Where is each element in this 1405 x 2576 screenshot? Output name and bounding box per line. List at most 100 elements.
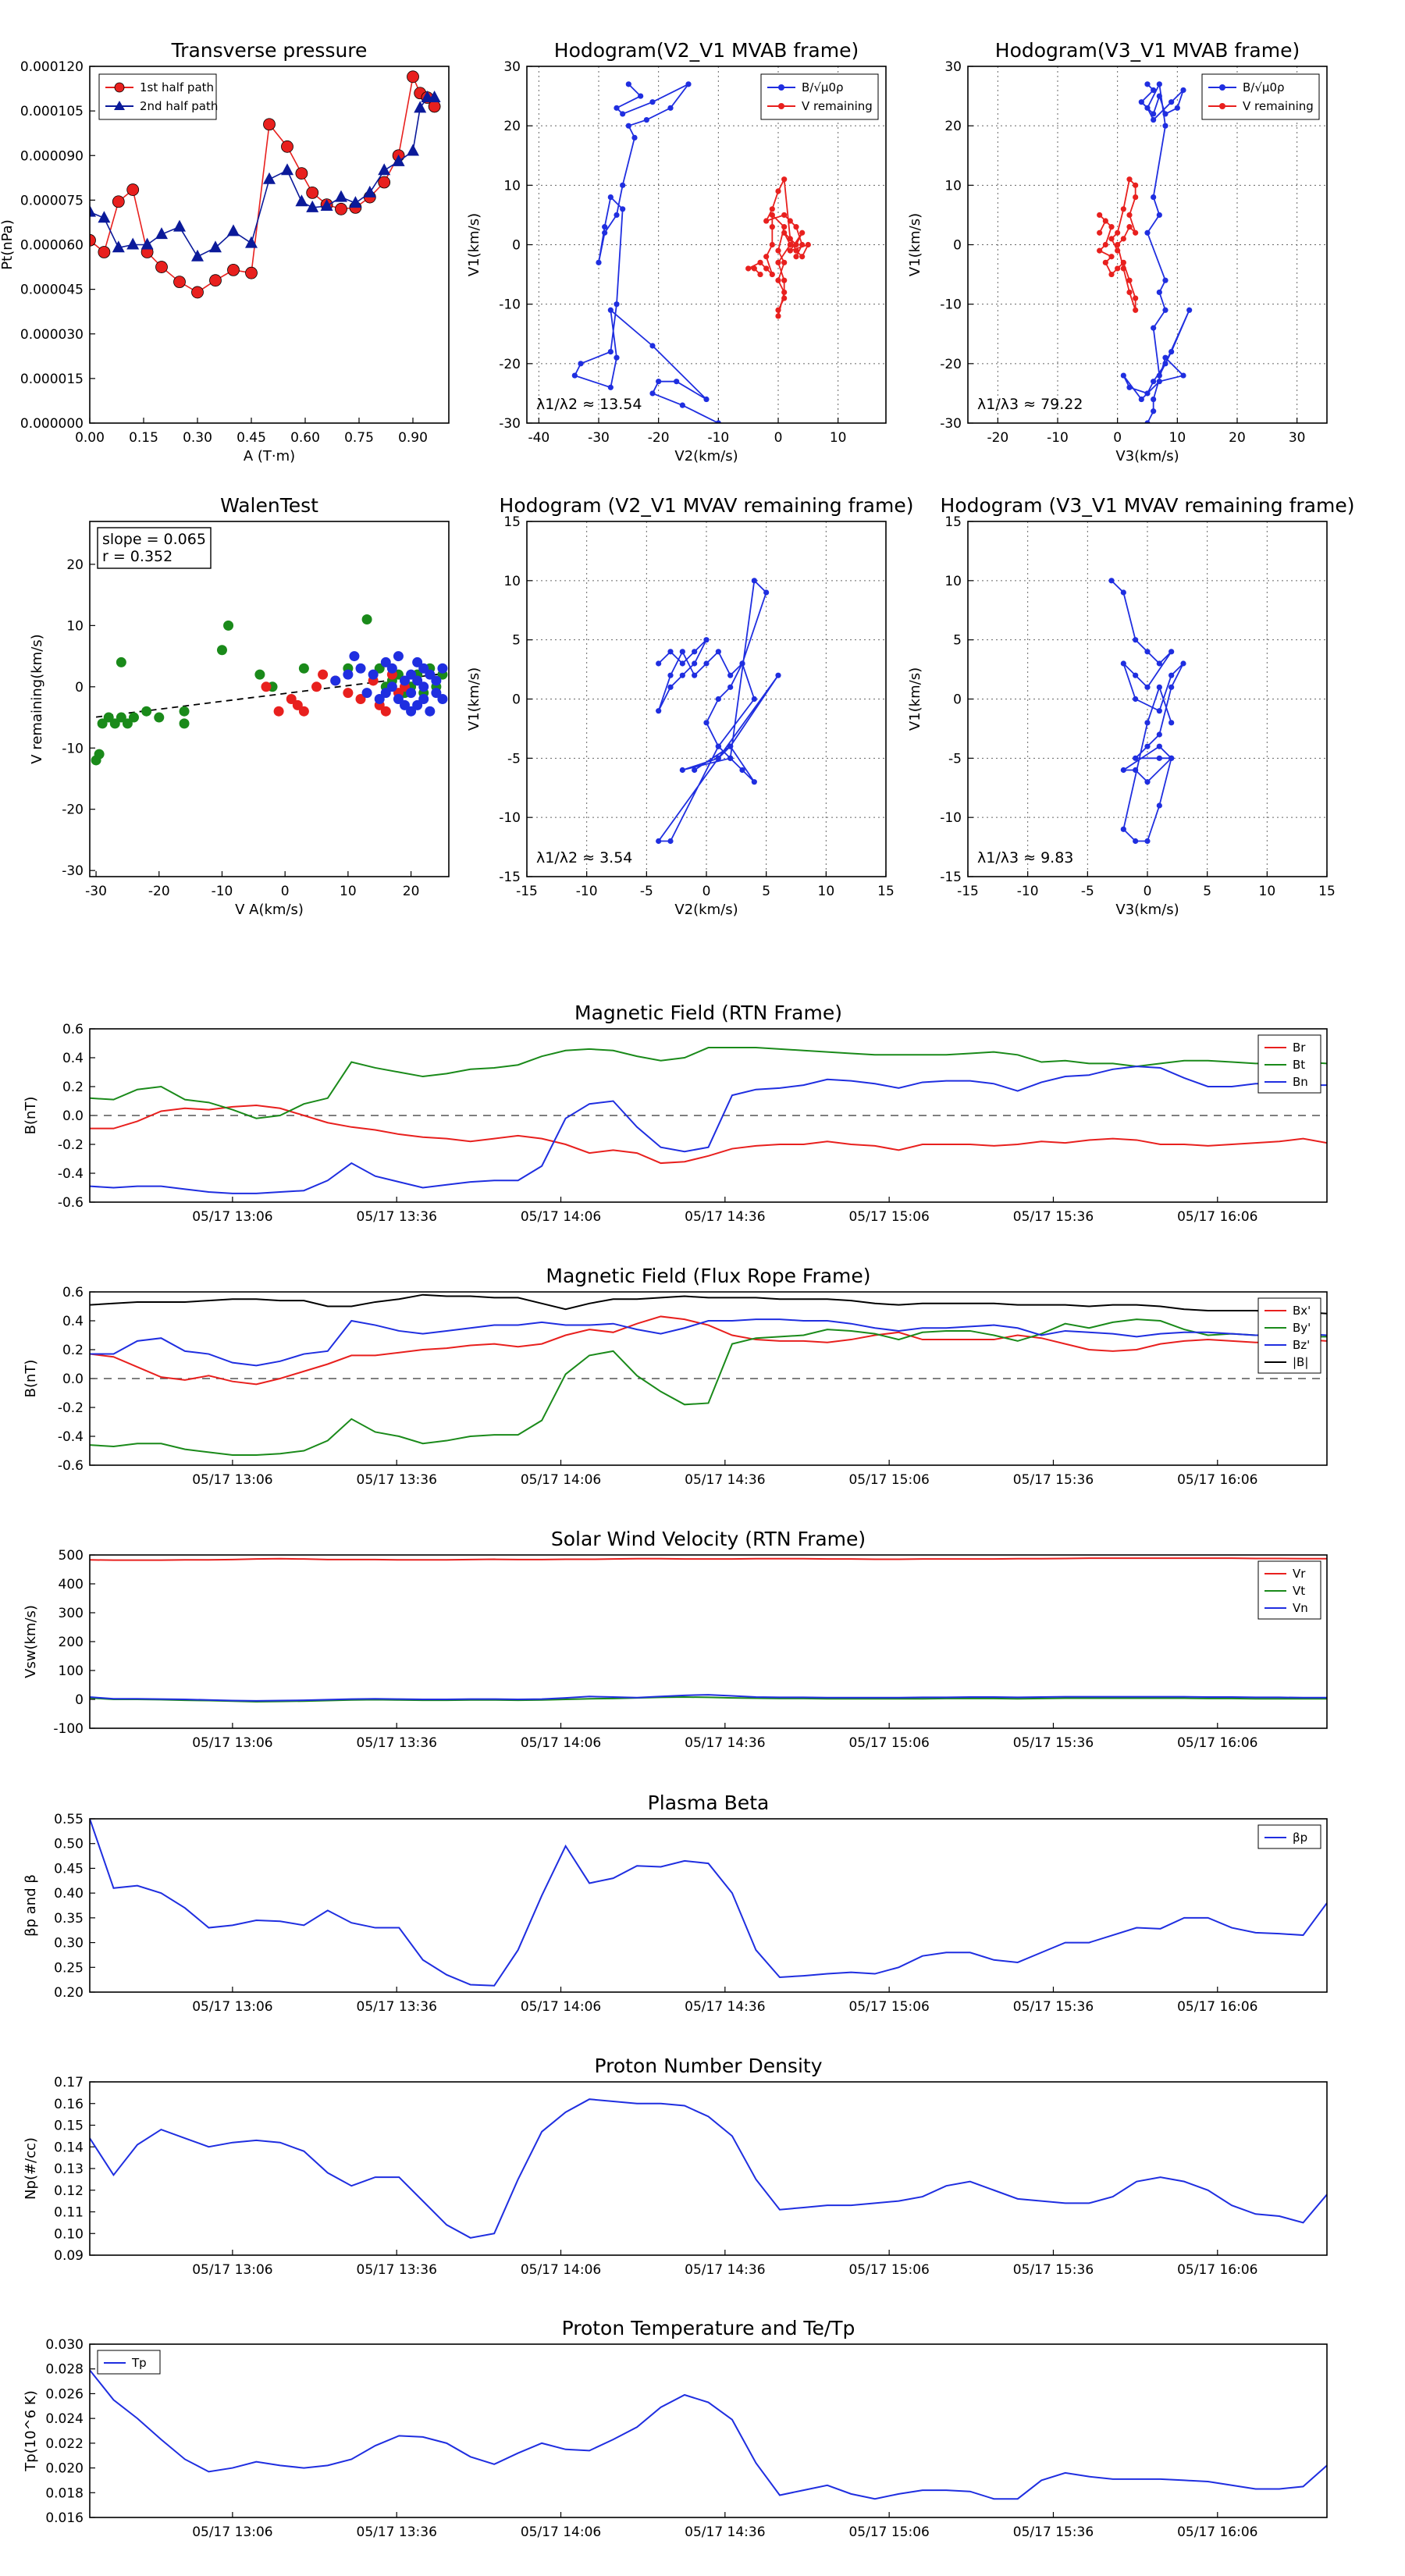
pt-point [90, 205, 96, 217]
h4-point [1144, 720, 1151, 726]
h1-point [799, 229, 806, 236]
h1-point [751, 265, 757, 272]
pt-ytick-label: 0.000075 [20, 193, 84, 208]
h4-point [1108, 578, 1115, 584]
brtn-ytick-label: 0.2 [62, 1080, 84, 1095]
h1-point [775, 307, 781, 313]
vsw-title: Solar Wind Velocity (RTN Frame) [551, 1528, 866, 1550]
h1-point [793, 241, 799, 248]
vsw-ytick-label: 300 [59, 1606, 84, 1621]
h2-series-line [1122, 81, 1190, 423]
h1-point [625, 81, 631, 87]
h2-point [1168, 99, 1175, 105]
h3-point [703, 720, 710, 726]
h4-point [1168, 684, 1175, 690]
bfr-series-b [90, 1293, 1327, 1315]
walen-point [343, 688, 354, 699]
pt-point [295, 167, 308, 180]
h4-xtick-label: -15 [957, 884, 979, 899]
beta-chart: Plasma Beta 05/17 13:06 05/17 13:36 05/17 1… [23, 1791, 1328, 2015]
walen-point [94, 749, 105, 760]
h4-plot-frame [967, 521, 1328, 877]
brtn-xtick-label: 05/17 15:36 [1013, 1209, 1094, 1225]
vsw-legend-entry: Vr [1293, 1567, 1306, 1581]
brtn-series-bt [90, 1047, 1327, 1119]
walen-point [179, 718, 190, 729]
h4-point [1156, 708, 1162, 714]
brtn-ylabel: B(nT) [23, 1097, 39, 1135]
h2-point [1180, 87, 1186, 94]
pt-point [320, 198, 333, 211]
beta-ytick-label: 0.40 [54, 1886, 84, 1902]
tp-xtick-label: 05/17 13:06 [192, 2524, 272, 2540]
pt-point [140, 237, 154, 250]
h3-point [667, 684, 674, 690]
vsw-ytick-label: 200 [59, 1635, 84, 1650]
beta-title: Plasma Beta [648, 1791, 770, 1814]
h1-point [614, 354, 620, 361]
h1-point [787, 247, 793, 254]
h2-point [1115, 229, 1121, 236]
pt-point [428, 100, 441, 113]
h3-ytick-label: -5 [507, 751, 521, 767]
h3-point [692, 649, 698, 655]
h3-point [727, 684, 734, 690]
h2-ylabel: V1(km/s) [907, 213, 923, 276]
tp-xtick-label: 05/17 14:06 [521, 2524, 601, 2540]
pt-ytick-label: 0.000000 [20, 416, 84, 432]
h2-point [1162, 277, 1168, 283]
h3-point [703, 637, 710, 643]
walen-point [400, 699, 411, 710]
np-xtick-label: 05/17 14:36 [685, 2262, 765, 2278]
beta-plot-frame [89, 1818, 1328, 1993]
vsw-series-vt [90, 1696, 1327, 1703]
walen-point [109, 718, 120, 729]
h2-legend-entry: V remaining [1243, 99, 1314, 113]
walen-xtick-label: 10 [340, 884, 357, 899]
tp-ytick-label: 0.024 [45, 2411, 84, 2427]
h3-point [727, 755, 734, 761]
beta-xtick-label: 05/17 13:06 [192, 1999, 272, 2015]
np-title: Proton Number Density [595, 2055, 823, 2077]
h4-point [1168, 672, 1175, 678]
h4-point [1156, 802, 1162, 809]
np-ytick-label: 0.17 [54, 2075, 84, 2090]
h1-xtick-label: -20 [648, 430, 670, 446]
pt-point [407, 70, 419, 84]
h1-point [775, 313, 781, 319]
brtn-legend: Br Bt Bn [1257, 1034, 1321, 1094]
h2-point [1133, 229, 1139, 236]
h3-ytick-label: 15 [503, 514, 521, 530]
walen-point [361, 614, 372, 625]
h2-point [1151, 87, 1157, 94]
brtn-plot-frame [89, 1028, 1328, 1203]
h1-point [607, 384, 614, 390]
walen-point [418, 663, 429, 674]
brtn-xtick-label: 05/17 16:06 [1177, 1209, 1257, 1225]
walen-ytick-label: 20 [66, 557, 84, 573]
h2-point [1162, 307, 1168, 313]
h3-point [692, 767, 698, 774]
h2-point [1120, 372, 1126, 379]
bfr-xtick-label: 05/17 15:06 [848, 1472, 929, 1488]
h3-xtick-label: 5 [762, 884, 770, 899]
h3-point [656, 708, 662, 714]
pt-xtick-label: 0.30 [183, 430, 212, 446]
h3-point [775, 672, 781, 678]
pt-title: Transverse pressure [171, 39, 368, 62]
vsw-xtick-label: 05/17 13:36 [357, 1735, 437, 1751]
walen-point [425, 669, 436, 680]
walen-point [406, 688, 417, 699]
h2-xlabel: V3(km/s) [1115, 448, 1179, 464]
h1-point [571, 372, 578, 379]
h2-point [1102, 259, 1108, 265]
np-ytick-label: 0.10 [54, 2226, 84, 2242]
h1-ylabel: V1(km/s) [466, 213, 482, 276]
np-ytick-label: 0.15 [54, 2119, 84, 2134]
h2-point [1133, 194, 1139, 201]
beta-xtick-label: 05/17 15:06 [848, 1999, 929, 2015]
pt-xtick-label: 0.60 [290, 430, 320, 446]
pt-point [349, 196, 362, 208]
h1-point [607, 194, 614, 201]
pt-point [155, 261, 168, 273]
